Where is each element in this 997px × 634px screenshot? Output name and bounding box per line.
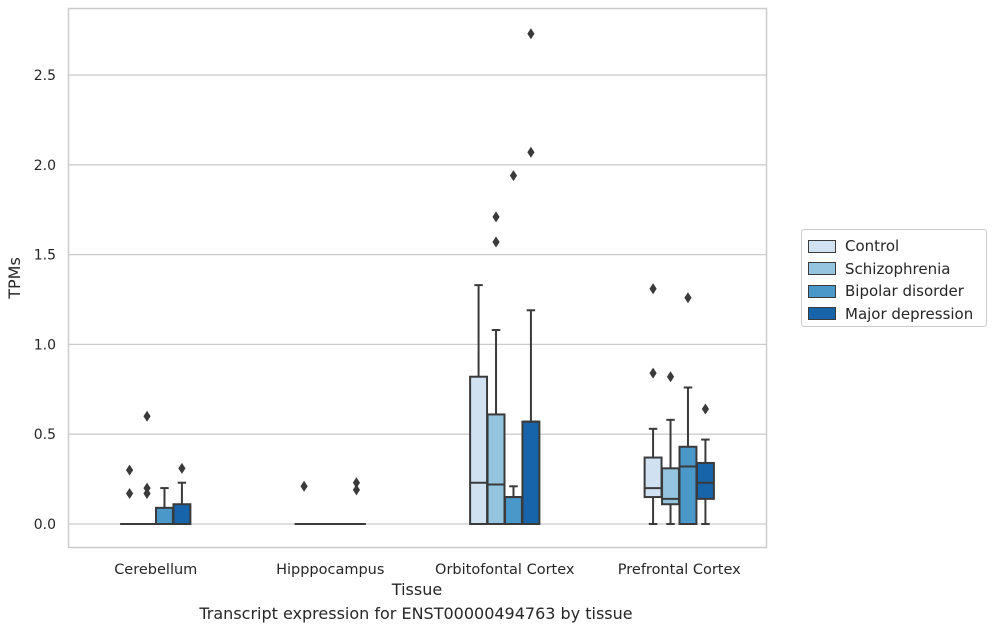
x-tick-labels: Cerebellum Hipppocampus Orbitofontal Corte… (114, 562, 741, 578)
outlier-point (649, 283, 657, 295)
box-schizophrenia (137, 410, 157, 526)
outlier-point (143, 410, 151, 422)
y-tick-label: 0.0 (34, 517, 56, 533)
legend-label: Schizophrenia (845, 259, 951, 278)
legend-swatch (808, 307, 836, 321)
outlier-point (649, 367, 657, 379)
y-axis-label: TPMs (5, 257, 24, 300)
outlier-point (352, 477, 361, 489)
outlier-point (701, 403, 710, 415)
y-tick-label: 1.5 (34, 248, 56, 264)
box-iqr (486, 413, 506, 525)
outlier-point (509, 170, 518, 182)
box-major-depression (521, 28, 541, 525)
plot-frame (67, 7, 768, 549)
box-schizophrenia (486, 211, 506, 525)
y-tick-label: 1.0 (34, 337, 56, 353)
box-bipolar-disorder (504, 170, 523, 525)
legend-item: Major depression (808, 303, 986, 326)
box-iqr (695, 461, 715, 500)
legend-label: Bipolar disorder (845, 282, 964, 301)
x-tick-label: Orbitofontal Cortex (435, 562, 575, 578)
box-iqr (469, 375, 489, 525)
legend: Control Schizophrenia Bipolar disorder Majo… (801, 229, 987, 327)
box-major-depression (346, 477, 366, 526)
legend-item: Control (808, 235, 986, 258)
box-control (294, 480, 314, 526)
outlier-point (527, 146, 535, 158)
legend-item: Schizophrenia (808, 258, 986, 281)
outlier-point (143, 487, 151, 499)
x-tick-label: Cerebellum (114, 562, 197, 578)
box-bipolar-disorder (678, 292, 698, 525)
outlier-point (492, 211, 500, 223)
x-tick-label: Prefrontal Cortex (618, 562, 741, 578)
y-tick-label: 2.0 (34, 158, 56, 174)
box-major-depression (172, 462, 192, 525)
outlier-point (125, 487, 134, 499)
outlier-point (178, 462, 186, 474)
x-tick-label: Hipppocampus (276, 562, 384, 578)
y-tick-labels: 0.0 0.5 1.0 1.5 2.0 2.5 (34, 68, 56, 533)
outlier-point (666, 371, 675, 383)
box-iqr (678, 445, 698, 525)
legend-label: Control (845, 237, 900, 256)
legend-label: Major depression (845, 304, 974, 323)
y-tick-label: 0.5 (34, 427, 56, 443)
legend-swatch (808, 239, 836, 253)
y-tick-label: 2.5 (34, 68, 56, 84)
legend-item: Bipolar disorder (808, 280, 986, 303)
box-iqr (643, 456, 663, 499)
box-bipolar-disorder (155, 487, 174, 525)
outlier-point (527, 28, 535, 40)
legend-swatch (808, 262, 836, 276)
outlier-point (684, 292, 692, 304)
box-control (469, 284, 489, 525)
x-axis-label: Tissue (391, 580, 442, 599)
box-control (643, 283, 663, 525)
box-major-depression (695, 403, 715, 525)
box-iqr (521, 420, 541, 525)
outlier-point (352, 484, 361, 496)
legend-swatch (808, 284, 836, 298)
box-iqr (172, 503, 192, 525)
box-iqr (504, 496, 523, 525)
outlier-point (125, 464, 134, 476)
box-control (120, 464, 140, 526)
outlier-point (492, 236, 500, 248)
chart-caption: Transcript expression for ENST0000049476… (199, 604, 633, 623)
box-groups (120, 28, 715, 526)
box-iqr (155, 506, 174, 525)
box-schizophrenia (661, 371, 680, 525)
outlier-point (300, 480, 308, 492)
